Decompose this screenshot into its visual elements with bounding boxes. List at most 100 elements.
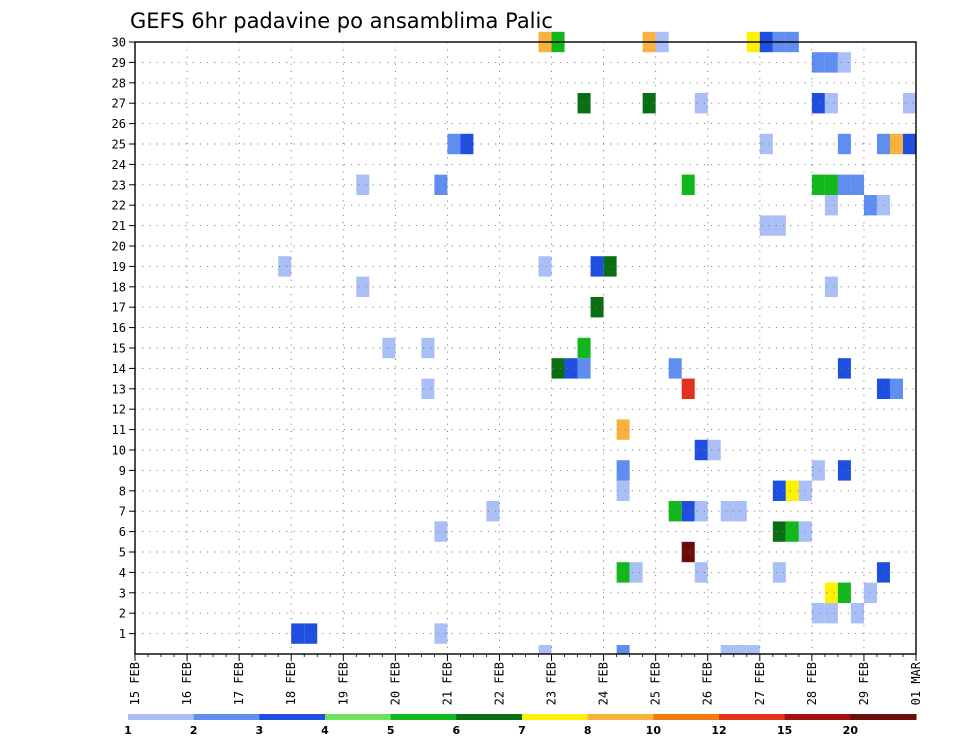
- precip-cell: [811, 93, 825, 114]
- precip-cell: [616, 562, 630, 583]
- precip-cell: [616, 645, 630, 654]
- precip-cell: [421, 337, 435, 359]
- colorbar-tick-label: 15: [777, 724, 792, 737]
- precip-cell: [811, 460, 825, 481]
- colorbar-swatch: [259, 714, 326, 720]
- precip-cell: [889, 378, 903, 399]
- precip-cell: [824, 52, 838, 73]
- y-tick-label: 21: [112, 219, 126, 233]
- colorbar-swatch: [128, 714, 195, 720]
- colorbar: 1 2 3 4 5 6 7 8 10 12 15 20: [124, 714, 917, 737]
- precip-cell: [681, 174, 695, 195]
- precip-cell: [616, 460, 630, 481]
- precip-cell: [694, 439, 708, 461]
- y-tick-label: 26: [112, 117, 126, 131]
- colorbar-tick-label: 5: [387, 724, 395, 737]
- colorbar-swatch: [193, 714, 260, 720]
- colorbar-tick-label: 7: [518, 724, 526, 737]
- precip-cell: [837, 460, 851, 481]
- y-tick-label: 10: [112, 444, 126, 458]
- x-tick-label: 20 FEB: [388, 662, 402, 705]
- precip-cell: [824, 603, 838, 624]
- precip-cell: [577, 93, 591, 114]
- grid-layer: [135, 41, 916, 654]
- y-tick-label: 28: [112, 76, 126, 90]
- x-tick-label: 26 FEB: [701, 662, 715, 705]
- precip-cell: [434, 174, 448, 195]
- y-tick-label: 7: [119, 505, 126, 519]
- colorbar-tick-label: 10: [646, 724, 662, 737]
- colorbar-swatch: [653, 714, 720, 720]
- precip-cell: [681, 541, 695, 563]
- precip-cell: [564, 358, 578, 379]
- precip-cell: [876, 133, 890, 155]
- precip-cell: [902, 133, 916, 155]
- plot-frame: [134, 41, 917, 655]
- y-tick-label: 22: [112, 199, 126, 213]
- colorbar-swatch: [587, 714, 654, 720]
- colorbar-tick-label: 12: [711, 724, 726, 737]
- precip-cell: [538, 645, 552, 654]
- x-tick-label: 17 FEB: [232, 662, 246, 705]
- x-axis: 15 FEB 16 FEB 17 FEB 18 FEB 19 FEB 20 FEB 21 F…: [128, 654, 923, 705]
- y-tick-label: 6: [119, 525, 126, 539]
- y-tick-label: 8: [119, 484, 126, 498]
- y-tick-label: 24: [112, 158, 126, 172]
- precip-cell: [837, 582, 851, 603]
- precip-cell: [720, 501, 734, 522]
- y-tick-label: 3: [119, 586, 126, 600]
- colorbar-tick-label: 20: [843, 724, 859, 737]
- precip-cell: [824, 93, 838, 114]
- colorbar-swatch: [325, 714, 392, 720]
- x-tick-label: 01 MAR: [909, 661, 923, 705]
- precip-cell: [616, 419, 630, 440]
- precip-cell: [694, 562, 708, 583]
- precip-cell: [902, 93, 916, 114]
- precip-cell: [824, 276, 838, 297]
- colorbar-swatch: [522, 714, 589, 720]
- cells-layer: [278, 31, 916, 654]
- precip-cell: [603, 256, 617, 277]
- precip-cell: [759, 215, 773, 236]
- y-tick-label: 20: [112, 240, 126, 254]
- x-tick-label: 28 FEB: [805, 662, 819, 705]
- precip-cell: [824, 195, 838, 216]
- precip-cell: [759, 133, 773, 155]
- precip-cell: [824, 174, 838, 195]
- precip-cell: [629, 562, 643, 583]
- y-tick-label: 2: [119, 607, 126, 621]
- x-tick-label: 15 FEB: [128, 662, 142, 705]
- x-tick-label: 23 FEB: [545, 662, 559, 705]
- x-tick-label: 19 FEB: [336, 662, 350, 705]
- precip-cell: [837, 133, 851, 155]
- precip-cell: [772, 480, 786, 501]
- precip-cell: [850, 174, 864, 195]
- y-tick-label: 17: [112, 301, 126, 315]
- colorbar-swatch: [456, 714, 523, 720]
- x-tick-label: 18 FEB: [284, 662, 298, 705]
- precip-cell: [707, 439, 721, 461]
- precip-cell: [811, 174, 825, 195]
- precip-cell: [616, 480, 630, 501]
- precip-cell: [551, 358, 565, 379]
- precip-cell: [434, 623, 448, 644]
- colorbar-tick-label: 4: [321, 724, 329, 737]
- colorbar-tick-label: 3: [256, 724, 264, 737]
- precip-cell: [811, 52, 825, 73]
- colorbar-swatch: [850, 714, 917, 720]
- precip-cell: [694, 93, 708, 114]
- precip-cell: [590, 297, 604, 318]
- y-tick-label: 9: [119, 464, 126, 478]
- y-tick-label: 25: [112, 138, 126, 152]
- y-axis: 1234567891011121314151617181920212223242…: [112, 36, 135, 641]
- y-tick-label: 19: [112, 260, 126, 274]
- y-tick-label: 15: [112, 342, 126, 356]
- y-tick-label: 23: [112, 178, 126, 192]
- colorbar-swatch: [784, 714, 851, 720]
- precip-cell: [733, 645, 747, 654]
- chart-title: GEFS 6hr padavine po ansamblima Palic: [130, 9, 553, 33]
- precip-cell: [291, 623, 305, 644]
- y-tick-label: 11: [112, 423, 126, 437]
- colorbar-tick-label: 6: [453, 724, 461, 737]
